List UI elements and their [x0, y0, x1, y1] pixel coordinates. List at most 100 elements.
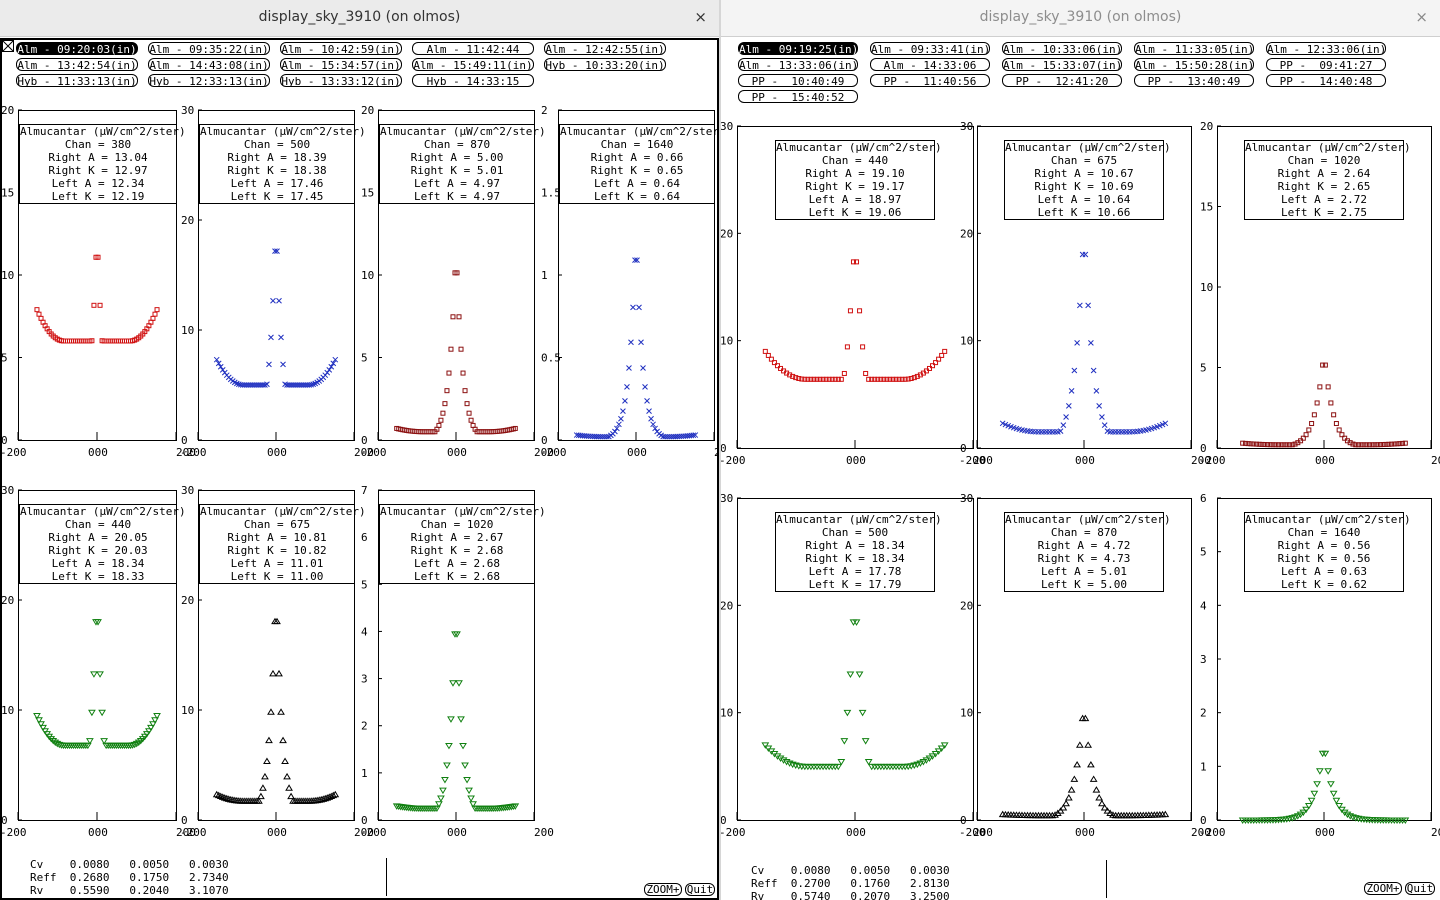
time-button[interactable]: PP - 15:40:52: [738, 90, 858, 104]
x-tick-label: 000: [1315, 454, 1335, 467]
time-button[interactable]: Alm - 13:33:06(in): [738, 58, 859, 72]
data-point-marker: [95, 254, 101, 260]
stats-separator: [1106, 860, 1107, 898]
time-button[interactable]: PP - 13:40:49: [1134, 74, 1254, 88]
data-point-marker: [931, 750, 940, 758]
info-line-left-k: Left K = 0.64: [593, 190, 681, 203]
time-button[interactable]: Alm - 10:33:06(in): [1002, 42, 1123, 56]
data-point-marker: [1383, 441, 1389, 447]
info-line-chan: Chan = 1020: [1287, 154, 1361, 167]
y-tick-label: 0: [1200, 814, 1207, 827]
time-button[interactable]: Alm - 14:43:08(in): [148, 58, 270, 72]
info-line-left-a: Left A = 17.46: [230, 177, 324, 190]
info-line-right-a: Right A = 20.05: [48, 531, 148, 544]
data-point-marker: [878, 376, 884, 382]
time-button[interactable]: Hyb - 13:33:12(in): [280, 74, 402, 88]
data-point-marker: [922, 757, 931, 764]
y-tick-label: 0: [721, 814, 727, 827]
info-line-left-a: Left A = 10.64: [1037, 193, 1131, 206]
data-point-marker: [648, 415, 654, 422]
time-button[interactable]: Hyb - 12:33:13(in): [148, 74, 270, 88]
info-line-info-title: Almucantar (µW/cm^2/ster): [776, 513, 942, 526]
data-point-marker: [774, 363, 780, 369]
data-point-marker: [213, 356, 220, 363]
data-point-marker: [217, 363, 224, 370]
data-point-marker: [934, 748, 943, 755]
quit-button[interactable]: Quit: [685, 883, 715, 896]
info-line-left-k: Left K = 5.00: [1040, 578, 1128, 591]
corner-close-icon[interactable]: [2, 40, 14, 52]
y-tick-label: 20: [721, 599, 733, 612]
time-button[interactable]: Alm - 15:34:57(in): [280, 58, 402, 72]
y-tick-label: 1: [361, 767, 368, 780]
info-line-info-title: Almucantar (µW/cm^2/ster): [20, 505, 186, 518]
y-tick-label: 20: [1, 104, 14, 117]
chart-info-box: Almucantar (µW/cm^2/ster) Chan = 675 Right…: [1004, 140, 1171, 220]
chart-info-box: Almucantar (µW/cm^2/ster) Chan = 1640 Righ…: [559, 124, 719, 204]
zoom-button[interactable]: ZOOM+: [1364, 882, 1402, 895]
time-button[interactable]: Alm - 09:35:22(in): [148, 42, 270, 56]
info-line-chan: Chan = 1640: [1287, 526, 1361, 539]
data-point-marker: [145, 728, 153, 735]
time-button[interactable]: Alm - 12:42:55(in): [544, 42, 666, 56]
time-button[interactable]: Alm - 10:42:59(in): [280, 42, 402, 56]
data-point-marker: [632, 257, 638, 263]
data-point-marker: [1162, 420, 1169, 427]
data-point-marker: [1245, 441, 1251, 447]
time-button[interactable]: Alm - 14:33:06: [870, 58, 990, 72]
time-button[interactable]: Alm - 09:33:41(in): [870, 42, 991, 56]
titlebar[interactable]: display_sky_3910 (on olmos) ×: [721, 0, 1440, 37]
time-button[interactable]: Alm - 11:33:05(in): [1134, 42, 1255, 56]
time-button[interactable]: PP - 10:40:49: [738, 74, 858, 88]
data-point-marker: [1287, 442, 1293, 448]
y-tick-label: 6: [1200, 492, 1207, 505]
data-point-marker: [259, 784, 267, 791]
window-right: display_sky_3910 (on olmos) × 0 10 20 30 -20…: [721, 0, 1440, 900]
y-tick-label: 1.5: [541, 187, 561, 200]
x-tick-label: 000: [447, 446, 467, 459]
data-point-marker: [83, 742, 92, 750]
y-tick-label: 20: [361, 104, 374, 117]
time-button[interactable]: PP - 09:41:27: [1266, 58, 1386, 72]
time-button[interactable]: Hyb - 14:33:15: [412, 74, 534, 88]
data-point-marker: [442, 401, 448, 407]
time-button[interactable]: Alm - 15:50:28(in): [1134, 58, 1255, 72]
time-button[interactable]: Alm - 11:42:44: [412, 42, 534, 56]
time-button[interactable]: Alm - 15:33:07(in): [1002, 58, 1123, 72]
time-button[interactable]: Alm - 09:20:03(in): [16, 42, 138, 56]
x-tick-label: 200: [1431, 826, 1440, 839]
quit-button[interactable]: Quit: [1405, 882, 1435, 895]
data-point-marker: [1343, 811, 1352, 819]
data-point-marker: [1098, 799, 1106, 807]
time-button[interactable]: Alm - 12:33:06(in): [1266, 42, 1387, 56]
data-point-marker: [866, 376, 872, 382]
data-point-marker: [1092, 786, 1101, 793]
time-button[interactable]: Hyb - 10:33:20(in): [544, 58, 666, 72]
data-point-marker: [47, 736, 56, 743]
data-point-marker: [1103, 807, 1112, 814]
data-point-marker: [276, 297, 282, 304]
info-line-info-title: Almucantar (µW/cm^2/ster): [200, 125, 366, 138]
time-button[interactable]: Hyb - 11:33:13(in): [16, 74, 138, 88]
time-button[interactable]: Alm - 09:19:25(in): [738, 42, 859, 56]
data-point-marker: [1063, 414, 1069, 420]
data-point-marker: [447, 716, 455, 723]
zoom-button[interactable]: ZOOM+: [644, 883, 682, 896]
time-button[interactable]: Alm - 15:49:11(in): [412, 58, 534, 72]
close-icon[interactable]: ×: [694, 8, 707, 26]
x-tick-label: -200: [1199, 454, 1226, 467]
time-button[interactable]: PP - 14:40:48: [1266, 74, 1386, 88]
time-button[interactable]: PP - 12:41:20: [1002, 74, 1122, 88]
data-point-marker: [268, 334, 274, 341]
time-button[interactable]: PP - 11:40:56: [870, 74, 990, 88]
data-point-marker: [465, 787, 473, 795]
x-tick-label: 000: [88, 826, 108, 839]
x-tick-label: 200: [354, 446, 374, 459]
data-point-marker: [939, 352, 945, 358]
titlebar[interactable]: display_sky_3910 (on olmos) ×: [0, 0, 719, 37]
data-point-marker: [39, 724, 47, 732]
close-icon[interactable]: ×: [1415, 8, 1428, 26]
data-point-marker: [444, 388, 450, 394]
data-point-marker: [847, 308, 853, 314]
time-button[interactable]: Alm - 13:42:54(in): [16, 58, 138, 72]
